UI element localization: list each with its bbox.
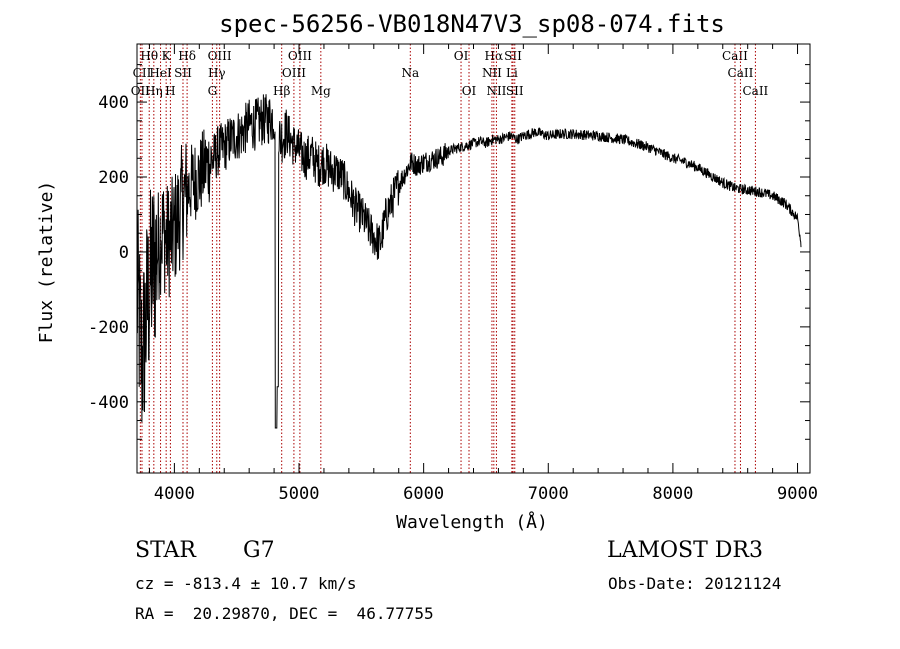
object-class: STAR xyxy=(135,538,196,563)
x-tick-label: 8000 xyxy=(652,484,693,504)
chart-title: spec-56256-VB018N47V3_sp08-074.fits xyxy=(219,10,725,38)
spectral-line-label: HeI xyxy=(149,66,172,80)
spectral-line-label: OI xyxy=(454,49,469,63)
spectral-line-label: Hα xyxy=(485,49,504,63)
plot-frame xyxy=(136,43,811,474)
spectral-line-label: CaII xyxy=(722,49,748,63)
x-axis-label: Wavelength (Å) xyxy=(396,511,548,533)
spectral-line-label: OI xyxy=(462,84,477,98)
spectral-line-label: K xyxy=(162,49,172,63)
x-tick-label: 6000 xyxy=(403,484,444,504)
spectral-line-label: CaII xyxy=(728,66,754,80)
spectral-line-label: OIII xyxy=(208,49,232,63)
x-tick-label: 7000 xyxy=(528,484,569,504)
spectral-line-label: Li xyxy=(506,66,518,80)
spectral-line-label: Hθ xyxy=(140,49,158,63)
y-tick-label: 0 xyxy=(119,243,129,263)
spectral-line-label: Hη xyxy=(145,84,163,98)
spectral-line-label: OIII xyxy=(282,66,306,80)
spectral-line-label: SII xyxy=(506,84,524,98)
y-tick-label: 200 xyxy=(98,168,129,188)
spectrum-line xyxy=(136,94,802,429)
spectral-line-label: Hδ xyxy=(178,49,196,63)
x-tick-label: 5000 xyxy=(279,484,320,504)
coordinates: RA = 20.29870, DEC = 46.77755 xyxy=(135,604,434,623)
spectral-line-label: OII xyxy=(131,84,151,98)
spectral-line-label: Na xyxy=(401,66,419,80)
survey-name: LAMOST DR3 xyxy=(607,538,763,563)
spectral-line-label: CaII xyxy=(742,84,768,98)
spectral-line-label: Hβ xyxy=(273,84,290,98)
y-tick-label: -400 xyxy=(88,393,129,413)
x-axis: 4000 5000 6000 7000 8000 9000 xyxy=(148,44,818,504)
y-axis: -400 -200 0 200 400 xyxy=(88,64,810,440)
redshift-velocity: cz = -813.4 ± 10.7 km/s xyxy=(135,574,357,593)
observation-date: Obs-Date: 20121124 xyxy=(608,574,782,593)
spectral-line-label: Hγ xyxy=(208,66,226,80)
y-axis-label: Flux (relative) xyxy=(36,181,57,344)
y-tick-label: 400 xyxy=(98,93,129,113)
spectral-line-label: SII xyxy=(504,49,522,63)
spectral-line-label: NII xyxy=(486,84,506,98)
object-subclass: G7 xyxy=(243,538,275,563)
x-tick-label: 4000 xyxy=(154,484,195,504)
spectral-line-label: G xyxy=(208,84,218,98)
spectral-line-label: Mg xyxy=(311,84,331,98)
spectral-line-label: OIII xyxy=(288,49,312,63)
x-tick-label: 9000 xyxy=(777,484,818,504)
spectrum-series xyxy=(136,94,802,429)
spectral-line-label: NII xyxy=(482,66,502,80)
spectral-line-label: H xyxy=(165,84,175,98)
spectral-line-label: SII xyxy=(174,66,192,80)
y-tick-label: -200 xyxy=(88,318,129,338)
